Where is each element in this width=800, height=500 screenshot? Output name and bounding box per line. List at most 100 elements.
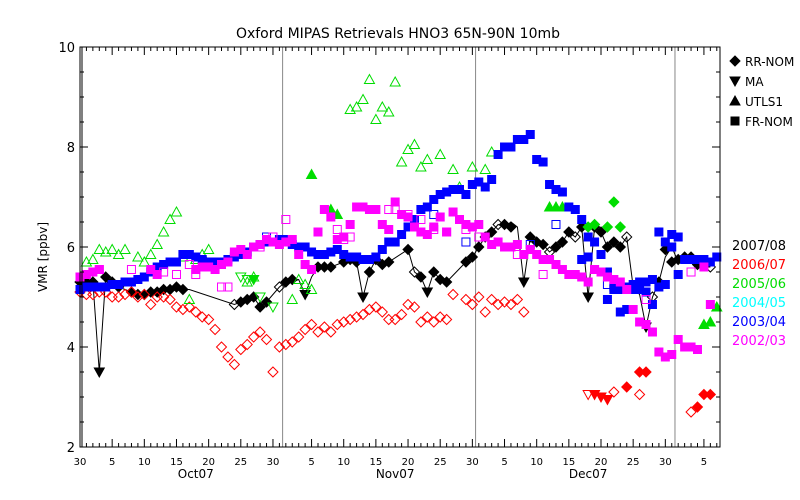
triangle-up-marker (164, 213, 176, 224)
triangle-up-marker (305, 168, 318, 179)
x-month-label: Nov07 (376, 467, 415, 481)
legend-triangle-down-icon (729, 76, 741, 88)
square-marker (448, 207, 458, 217)
diamond-marker (363, 266, 376, 278)
diamond-marker (157, 291, 170, 303)
diamond-marker (621, 231, 633, 243)
x-tick-label: 25 (434, 457, 447, 468)
square-marker (647, 275, 657, 284)
triangle-up-marker (144, 248, 157, 259)
y-axis: 2 4 6 8 10 (58, 41, 720, 456)
diamond-marker (511, 293, 524, 306)
square-marker (699, 262, 709, 272)
square-marker (94, 265, 104, 274)
x-tick-label: 10 (337, 457, 350, 468)
square-marker (326, 212, 336, 222)
square-marker (538, 157, 548, 167)
diamond-marker (87, 288, 99, 301)
x-tick-label: 15 (170, 457, 183, 468)
diamond-marker (325, 261, 337, 273)
square-marker (242, 250, 252, 259)
diamond-marker (640, 366, 652, 378)
diamond-marker (460, 256, 472, 268)
diamond-marker (685, 406, 697, 418)
diamond-marker (415, 316, 427, 328)
square-marker (403, 212, 413, 222)
square-marker (551, 220, 561, 229)
square-marker (480, 182, 490, 192)
diamond-marker (434, 311, 446, 323)
square-marker (474, 232, 484, 242)
diamond-marker (569, 231, 581, 243)
diamond-marker (370, 301, 382, 313)
square-marker (692, 345, 702, 354)
triangle-up-marker (292, 273, 305, 284)
square-marker (654, 347, 664, 357)
triangle-up-marker (363, 73, 376, 84)
diamond-marker (608, 196, 620, 208)
x-axis: 30 5 10 15 20 25 30 5 10 15 20 25 30 5 10 15 20 25 30 5 Oct0… (74, 47, 718, 481)
series-2007-08-rr-nom (74, 218, 704, 313)
square-marker (281, 215, 291, 224)
square-marker (622, 285, 632, 294)
chart-title: Oxford MIPAS Retrievals HNO3 65N-90N 10m… (236, 26, 560, 42)
square-marker (146, 265, 156, 274)
square-marker (512, 250, 522, 259)
square-marker (345, 232, 355, 242)
square-marker (660, 237, 670, 247)
y-tick-label: 10 (58, 41, 75, 56)
diamond-marker (177, 283, 189, 296)
diamond-marker (492, 298, 504, 311)
square-marker (223, 282, 233, 292)
diamond-marker (395, 308, 408, 321)
diamond-marker (608, 386, 620, 398)
diamond-marker (299, 323, 311, 336)
diamond-marker (325, 326, 337, 338)
square-marker (435, 212, 445, 222)
triangle-up-marker (350, 100, 363, 112)
square-marker (397, 230, 407, 239)
series-2005-06-ma-open- (234, 272, 279, 314)
diamond-marker (383, 256, 395, 268)
square-marker (660, 280, 670, 289)
triangle-up-marker (344, 103, 357, 114)
diamond-marker (479, 306, 491, 318)
square-marker (615, 277, 625, 287)
x-tick-label: 10 (138, 457, 151, 468)
square-marker (493, 150, 503, 159)
diamond-marker (235, 343, 247, 356)
diamond-marker (273, 281, 286, 293)
diamond-marker (138, 288, 151, 301)
square-marker (152, 270, 162, 279)
data-series (74, 73, 723, 418)
x-tick-label: 5 (501, 457, 507, 468)
diamond-marker (408, 301, 421, 313)
diamond-marker (215, 341, 228, 353)
diamond-marker (550, 241, 562, 253)
square-marker (339, 235, 349, 244)
square-marker (583, 277, 593, 287)
diamond-marker (498, 296, 511, 308)
diamond-marker (460, 293, 472, 306)
diamond-marker (505, 298, 517, 311)
square-marker (345, 220, 355, 229)
square-marker (525, 130, 535, 139)
diamond-marker (524, 231, 536, 243)
square-marker (647, 300, 657, 309)
series-2002-03-fr-nom-open- (94, 205, 696, 304)
square-marker (287, 235, 297, 244)
square-marker (171, 270, 181, 279)
series-2006-07-rr-nom (621, 366, 717, 413)
legend-years: 2007/08 2006/07 2005/06 2004/05 2003/04 2002/… (732, 239, 786, 349)
square-marker (268, 232, 278, 242)
square-marker (403, 210, 413, 219)
triangle-down-marker (241, 275, 254, 286)
square-marker (390, 197, 400, 207)
square-marker (461, 190, 471, 199)
square-marker (332, 225, 342, 234)
square-marker (332, 245, 342, 254)
x-tick-label: 30 (74, 457, 87, 468)
square-marker (590, 265, 600, 274)
diamond-marker (608, 236, 620, 248)
diamond-marker (505, 221, 517, 233)
